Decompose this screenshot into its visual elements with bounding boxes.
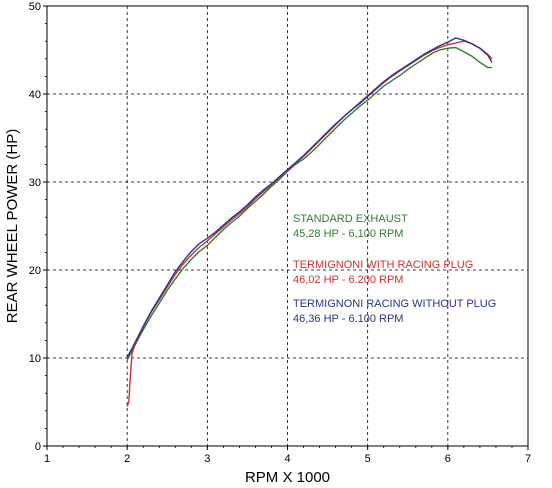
series-line-standard-exhaust [126, 46, 492, 361]
x-tick-label: 6 [445, 453, 451, 465]
annotations: STANDARD EXHAUST 45,28 HP - 6,100 RPM TERM… [293, 213, 496, 325]
x-tick-label: 7 [525, 453, 531, 465]
annotation-line: 45,28 HP - 6,100 RPM [293, 228, 403, 240]
x-tick-label: 2 [124, 453, 130, 465]
y-tick-label: 30 [29, 177, 41, 189]
x-tick-label: 5 [365, 453, 371, 465]
y-tick-label: 10 [29, 353, 41, 365]
series-line-termignoni-racing-without-plug [126, 37, 493, 359]
annotation-line: STANDARD EXHAUST [293, 213, 408, 225]
x-tick-label: 1 [44, 453, 50, 465]
y-tick-label: 40 [29, 89, 41, 101]
annotation-line: TERMIGNONI RACING WITHOUT PLUG [293, 298, 496, 310]
y-tick-label: 0 [35, 441, 41, 453]
x-tick-label: 4 [284, 453, 290, 465]
y-tick-label: 50 [29, 1, 41, 13]
x-axis-ticks: 1 2 3 4 5 6 7 [44, 446, 531, 465]
annotation-line: 46,02 HP - 6.200 RPM [293, 274, 403, 286]
y-axis-label: REAR WHEEL POWER (HP) [4, 129, 21, 323]
y-axis-ticks: 0 10 20 30 40 50 [29, 1, 47, 453]
grid [47, 6, 528, 446]
x-tick-label: 3 [204, 453, 210, 465]
y-tick-label: 20 [29, 265, 41, 277]
annotation-line: 46,36 HP - 6.100 RPM [293, 313, 403, 325]
annotation-line: TERMIGNONI WITH RACING PLUG [293, 259, 473, 271]
series-lines [126, 37, 493, 407]
x-axis-label: RPM X 1000 [245, 469, 330, 486]
